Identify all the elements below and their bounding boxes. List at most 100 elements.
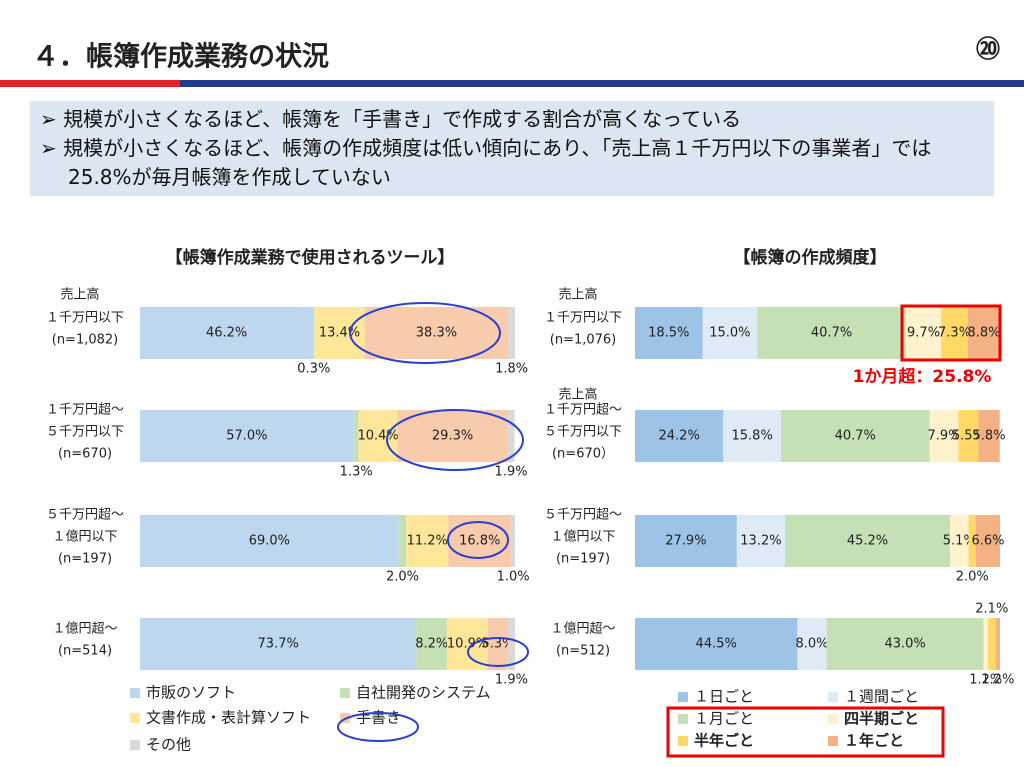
bar-segment xyxy=(358,410,398,462)
category-label: １億円以下 xyxy=(550,529,615,545)
bar-segment xyxy=(635,307,703,359)
header-bar-red xyxy=(0,80,180,87)
bar-segment xyxy=(967,307,1000,359)
category-label: ５千万円超～ xyxy=(46,508,124,523)
bar-segment xyxy=(416,618,448,670)
bar-segment xyxy=(987,618,996,670)
value-label: 7.3% xyxy=(938,326,971,341)
legend-label: 四半期ごと xyxy=(844,710,919,728)
value-label: 1.3% xyxy=(340,465,373,480)
legend-label: 市販のソフト xyxy=(146,684,236,702)
bar-segment xyxy=(507,618,515,670)
category-label: (n=512) xyxy=(556,644,610,659)
value-label: 6.6% xyxy=(971,534,1004,549)
legend-swatch xyxy=(130,688,140,698)
bar-segment xyxy=(635,410,724,462)
category-label: ５千万円超～ xyxy=(544,508,622,523)
value-label: 8.0% xyxy=(796,637,829,652)
value-label: 5.3% xyxy=(481,637,514,652)
bar-segment xyxy=(140,307,314,359)
legend-label: １週間ごと xyxy=(844,688,919,706)
bar-segment xyxy=(508,307,515,359)
value-label: 9.7% xyxy=(907,326,940,341)
category-label: (n=1,076) xyxy=(550,333,617,348)
axis-label: 売上高 xyxy=(558,287,597,303)
hand-marks xyxy=(337,302,529,742)
bar-segment xyxy=(958,410,979,462)
axis-label: 売上高 xyxy=(60,287,99,303)
bar-segment xyxy=(447,618,488,670)
legend-label: １年ごと xyxy=(844,732,904,750)
hand-circle xyxy=(467,637,529,667)
value-label: 1.9% xyxy=(495,465,528,480)
category-label: １千万円以下 xyxy=(544,311,622,326)
bar-segment xyxy=(757,307,906,359)
value-label: 1.2% xyxy=(981,673,1014,688)
legend-label: １月ごと xyxy=(694,710,754,728)
category-label: １千万円超～ xyxy=(544,403,622,418)
bar-segment xyxy=(140,410,354,462)
highlight-box xyxy=(900,304,1002,362)
legend-swatch xyxy=(340,688,350,698)
bar-segment xyxy=(968,515,976,567)
value-label: 8.8% xyxy=(967,326,1000,341)
annotation: 1か月超：25.8% xyxy=(853,366,992,387)
value-label: 5.1% xyxy=(943,534,976,549)
bar-segment xyxy=(797,618,827,670)
bar-segment xyxy=(949,515,969,567)
category-label: ５千万円以下 xyxy=(544,425,622,440)
bar-segment xyxy=(397,410,508,462)
value-label: 27.9% xyxy=(665,534,706,549)
bar-segment xyxy=(488,618,508,670)
category-label: １千万円以下 xyxy=(46,311,124,326)
category-label: １億円以下 xyxy=(52,529,117,545)
value-label: 2.0% xyxy=(956,570,989,585)
legend-label: その他 xyxy=(146,736,191,754)
value-label: 1.0% xyxy=(497,570,530,585)
bar-segment xyxy=(635,618,798,670)
legend-label: 手書き xyxy=(356,709,401,727)
legend-swatch xyxy=(828,692,838,702)
bullet-text: 規模が小さくなるほど、帳簿の作成頻度は低い傾向にあり、「売上高１千万円以下の事業… xyxy=(63,136,932,189)
bar-segment xyxy=(406,515,449,567)
value-label: 11.2% xyxy=(407,534,448,549)
value-label: 15.8% xyxy=(732,429,773,444)
bar-segment xyxy=(736,515,786,567)
bar-segment xyxy=(398,515,407,567)
slide-title: ４．帳簿作成業務の状況 xyxy=(32,42,329,73)
value-label: 16.8% xyxy=(459,534,500,549)
summary-box: ➢ 規模が小さくなるほど、帳簿を「手書き」で作成する割合が高くなっている ➢ 規… xyxy=(30,101,994,196)
category-label: (n=670) xyxy=(58,447,112,462)
legend-label: １日ごと xyxy=(694,688,754,706)
bar-segment xyxy=(975,515,1000,567)
bar-segment xyxy=(983,618,988,670)
value-label: 73.7% xyxy=(258,637,299,652)
bullet: ➢ 規模が小さくなるほど、帳簿を「手書き」で作成する割合が高くなっている xyxy=(40,107,742,131)
category-label: (n=670） xyxy=(552,447,614,462)
bullet-text: 規模が小さくなるほど、帳簿を「手書き」で作成する割合が高くなっている xyxy=(63,107,742,131)
bar-segment xyxy=(140,515,399,567)
value-label: 24.2% xyxy=(659,429,700,444)
legend-highlight-box xyxy=(666,706,945,758)
value-label: 2.0% xyxy=(386,570,419,585)
category-label: １億円超～ xyxy=(52,621,117,637)
bar-segment xyxy=(353,410,359,462)
category-label: １億円超～ xyxy=(550,621,615,637)
value-label: 29.3% xyxy=(432,429,473,444)
bar-segment xyxy=(702,307,758,359)
bar-segment xyxy=(905,307,942,359)
bar-segment xyxy=(941,307,968,359)
header-bar-blue xyxy=(180,80,1024,87)
value-label: 7.9% xyxy=(927,429,960,444)
bar-segment xyxy=(635,515,737,567)
value-label: 8.2% xyxy=(415,637,448,652)
bar-segment xyxy=(507,410,515,462)
legend-label: 文書作成・表計算ソフト xyxy=(146,709,311,727)
hand-circle xyxy=(447,521,509,559)
legend-label: 自社開発のシステム xyxy=(356,684,491,702)
legend-swatch xyxy=(828,736,838,746)
bar-segment xyxy=(826,618,984,670)
axis-label: 売上高 xyxy=(558,387,597,403)
